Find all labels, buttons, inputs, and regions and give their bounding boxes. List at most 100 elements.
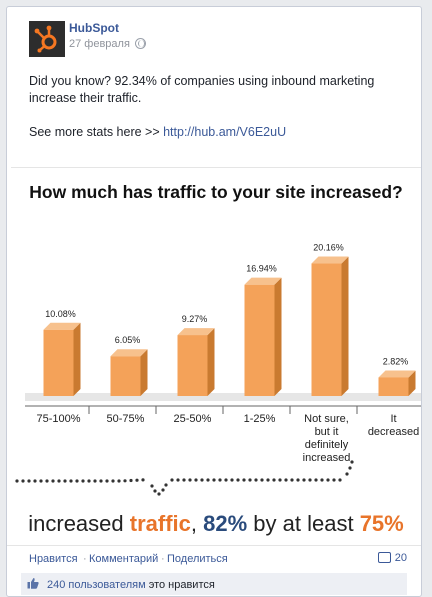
summary-part5: by at least [247, 511, 360, 536]
summary-75: 75% [360, 511, 404, 536]
bar-side [140, 349, 148, 396]
author-name[interactable]: HubSpot [69, 21, 119, 35]
bar-chart: How much has traffic to your site increa… [15, 182, 421, 536]
brace-dot [99, 479, 103, 483]
brace-dot [332, 478, 336, 482]
summary-part1: increased [28, 511, 130, 536]
brace-dot [278, 478, 282, 482]
hubspot-sprocket-icon [29, 21, 65, 57]
brace-dot [27, 479, 31, 483]
category-label: but it [315, 426, 339, 438]
brace-dot [153, 489, 157, 493]
bar [244, 284, 275, 396]
comment-button[interactable]: Комментарий [89, 553, 159, 565]
bar-side [341, 256, 349, 396]
brace-dot [296, 478, 300, 482]
brace-dot [87, 479, 91, 483]
brace-dot [21, 479, 25, 483]
likes-text: 240 пользователям это нравится [47, 579, 215, 591]
category-label: 1-25% [244, 413, 276, 425]
bar-value-label: 10.08% [45, 309, 76, 319]
hubspot-logo-avatar[interactable] [29, 21, 65, 57]
brace-dot [194, 478, 198, 482]
more-stats-line: See more stats here >> http://hub.am/V6E… [29, 124, 399, 141]
brace-dot [15, 479, 19, 483]
post-text-line: Did you know? 92.34% of companies using … [29, 74, 375, 105]
brace-dot [248, 478, 252, 482]
brace-dot [69, 479, 73, 483]
post-actions-bar: Нравится · Комментарий · Поделиться 20 [7, 545, 421, 570]
summary-82: 82% [203, 511, 247, 536]
comments-count: 20 [394, 552, 407, 564]
share-button[interactable]: Поделиться [167, 553, 228, 565]
likes-count-link[interactable]: 240 пользователям [47, 579, 146, 591]
brace-dot [93, 479, 97, 483]
brace-dot [212, 478, 216, 482]
brace-dot [111, 479, 115, 483]
brace-dot [302, 478, 306, 482]
brace-dot [236, 478, 240, 482]
bar-value-label: 20.16% [313, 243, 344, 253]
brace-dot [266, 478, 270, 482]
bar-side [73, 322, 81, 396]
bar-top [244, 277, 282, 285]
brace-dot [170, 478, 174, 482]
brace-dot [260, 478, 264, 482]
brace-dot [338, 478, 342, 482]
brace-dot [182, 478, 186, 482]
bar-top [378, 370, 416, 378]
bar [378, 377, 409, 396]
summary-part3: , [191, 511, 203, 536]
summary-text: increased traffic, 82% by at least 75% [28, 511, 403, 536]
category-label: Not sure, [304, 413, 349, 425]
brace-dot [164, 483, 168, 487]
brace-dot [314, 478, 318, 482]
category-label: It [390, 413, 396, 425]
bar-top [311, 256, 349, 264]
bar-top [110, 349, 148, 357]
brace-dot [51, 479, 55, 483]
brace-dot [39, 479, 43, 483]
summary-traffic: traffic [130, 511, 191, 536]
dotted-brace [15, 460, 354, 496]
brace-dot [123, 479, 127, 483]
post-date[interactable]: 27 февраля [69, 38, 130, 50]
likes-bar: 240 пользователям это нравится [21, 573, 407, 595]
chart-title: How much has traffic to your site increa… [29, 182, 402, 202]
post-card: HubSpot 27 февраля Did you know? 92.34% … [6, 6, 422, 597]
like-button[interactable]: Нравится [29, 553, 78, 565]
brace-dot [320, 478, 324, 482]
brace-dot [326, 478, 330, 482]
comments-count-button[interactable]: 20 [377, 552, 407, 564]
brace-dot [350, 460, 354, 464]
comment-bubble-icon [377, 552, 391, 563]
brace-dot [200, 478, 204, 482]
bar-top [177, 328, 215, 336]
brace-dot [348, 466, 352, 470]
brace-dot [161, 488, 165, 492]
separator-dot: · [83, 553, 87, 565]
brace-dot [63, 479, 67, 483]
brace-dot [345, 472, 349, 476]
bar [110, 356, 141, 396]
bar-top [43, 322, 81, 330]
category-label: increased [303, 452, 351, 464]
separator-dot: · [161, 553, 165, 565]
stats-link[interactable]: http://hub.am/V6E2uU [163, 125, 287, 139]
brace-dot [81, 479, 85, 483]
bar-value-label: 9.27% [182, 314, 208, 324]
brace-dot [308, 478, 312, 482]
category-label: 25-50% [174, 413, 212, 425]
category-label: definitely [305, 439, 349, 451]
chart-image[interactable]: How much has traffic to your site increa… [11, 167, 421, 550]
brace-dot [272, 478, 276, 482]
bar [311, 263, 342, 396]
brace-dot [105, 479, 109, 483]
bar-side [408, 370, 416, 396]
brace-dot [176, 478, 180, 482]
brace-dot [284, 478, 288, 482]
brace-dot [224, 478, 228, 482]
bar-value-label: 2.82% [383, 356, 409, 366]
brace-dot [135, 478, 139, 482]
bar [43, 329, 74, 396]
